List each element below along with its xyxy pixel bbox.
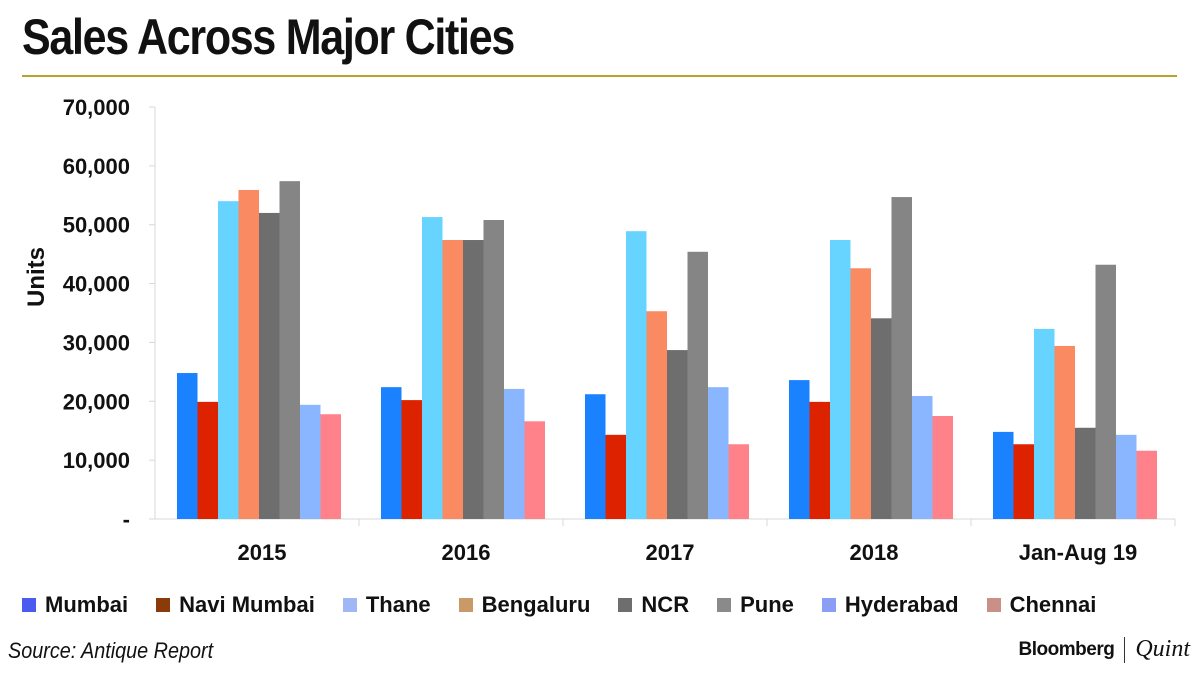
bar-navi-mumbai-2017 [605,434,626,519]
bar-hyderabad-jan-aug-19 [1116,434,1137,519]
bar-chennai-2017 [728,444,749,519]
bar-bengaluru-2016 [442,240,463,519]
legend-swatch [821,598,836,612]
legend-label: Pune [740,592,794,617]
legend-swatch [22,598,36,612]
y-axis-label: Units [23,247,50,307]
legend-item-chennai: Chennai [986,592,1097,618]
legend-label: Thane [365,592,431,617]
bar-ncr-2016 [463,240,484,519]
bar-hyderabad-2017 [708,387,729,519]
bar-pune-2015 [279,181,300,519]
y-tick-label: 30,000 [63,330,130,355]
y-tick-label: 20,000 [63,389,130,414]
bar-mumbai-jan-aug-19 [993,431,1014,519]
x-tick-label: 2018 [850,540,899,565]
bar-thane-2017 [626,231,647,519]
legend-swatch [342,598,357,612]
x-tick-label: Jan-Aug 19 [1019,540,1138,565]
legend-label: Mumbai [45,592,129,617]
brand-quint: Quint [1135,636,1190,662]
x-tick-label: 2015 [238,540,287,565]
bar-pune-2018 [891,197,912,519]
bar-navi-mumbai-2016 [401,400,422,519]
legend-item-bengaluru: Bengaluru [458,592,591,618]
y-tick-label: 40,000 [63,272,130,297]
bar-hyderabad-2016 [504,388,525,519]
bar-bengaluru-jan-aug-19 [1054,345,1075,519]
y-tick-label: 60,000 [63,154,130,179]
bar-hyderabad-2018 [912,395,933,519]
y-tick-label: 10,000 [63,448,130,473]
brand-divider [1124,636,1126,663]
bar-ncr-2015 [259,212,280,519]
title-divider [22,75,1177,77]
bar-pune-2016 [483,220,504,519]
bar-pune-2017 [687,251,708,519]
bar-bengaluru-2015 [238,189,259,519]
bar-ncr-2018 [871,318,892,519]
bars [177,181,1157,519]
legend-label: Bengaluru [481,592,591,617]
brand-logo: Bloomberg Quint [1019,636,1190,663]
bar-ncr-2017 [667,350,688,519]
legend-swatch [458,598,473,612]
legend-label: Hyderabad [844,592,959,617]
legend-label: Navi Mumbai [179,592,315,617]
x-tick-label: 2016 [442,540,491,565]
legend-item-navi-mumbai: Navi Mumbai [156,592,315,618]
bar-bengaluru-2017 [646,311,667,519]
legend-item-pune: Pune [717,592,794,618]
bar-mumbai-2017 [585,394,606,519]
bar-thane-2016 [422,217,443,519]
legend-swatch [156,598,171,612]
y-tick-label: - [123,507,130,532]
bar-chennai-jan-aug-19 [1136,450,1157,519]
bar-navi-mumbai-2018 [809,401,830,519]
legend-label: NCR [641,592,690,617]
bar-pune-jan-aug-19 [1095,264,1116,519]
source-note: Source: Antique Report [8,638,214,663]
bar-chennai-2018 [932,416,953,519]
chart-title: Sales Across Major Cities [22,9,515,65]
bar-ncr-jan-aug-19 [1075,427,1096,519]
bar-bengaluru-2018 [850,268,871,519]
bar-mumbai-2018 [789,380,810,519]
legend-label: Chennai [1009,592,1097,617]
bar-thane-2015 [218,201,239,519]
bar-chart: - 10,000 20,000 30,000 40,000 50,000 60,000 70,… [23,95,1176,565]
bar-chennai-2016 [524,421,545,519]
legend-item-ncr: NCR [618,592,689,618]
bar-hyderabad-2015 [300,404,321,519]
x-tick-label: 2017 [646,540,695,565]
bar-chennai-2015 [320,414,341,519]
bar-navi-mumbai-jan-aug-19 [1013,444,1034,519]
y-tick-label: 70,000 [63,95,130,120]
legend-swatch [986,598,1001,612]
legend: Mumbai Navi Mumbai Thane Bengaluru NCR Pune Hy… [22,592,1096,618]
bar-mumbai-2016 [381,387,402,519]
bar-mumbai-2015 [177,373,198,519]
legend-swatch [717,598,732,612]
y-tick-label: 50,000 [63,213,130,238]
legend-item-hyderabad: Hyderabad [821,592,959,618]
legend-item-thane: Thane [342,592,431,618]
bar-navi-mumbai-2015 [197,401,218,519]
legend-swatch [618,598,633,612]
legend-item-mumbai: Mumbai [22,592,128,618]
bar-thane-jan-aug-19 [1034,328,1055,519]
bar-thane-2018 [830,240,851,519]
brand-bloomberg: Bloomberg [1018,638,1115,660]
